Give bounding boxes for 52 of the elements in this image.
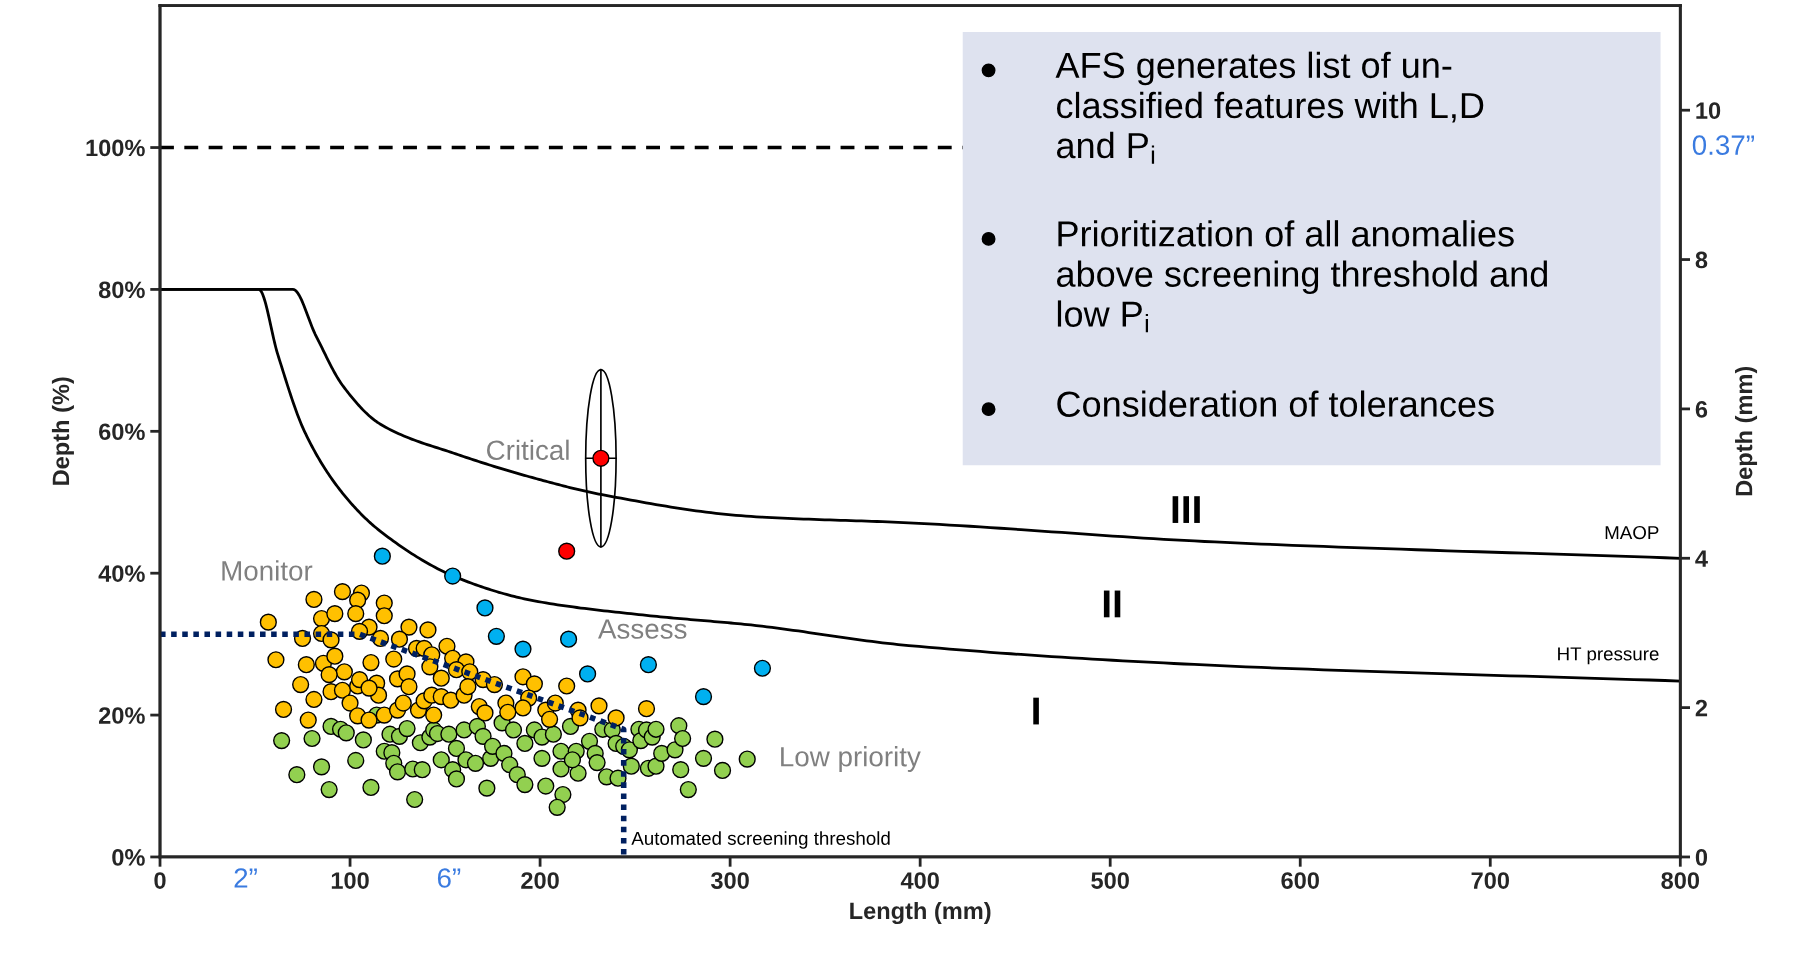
annotation: II: [1103, 590, 1121, 618]
annotation: Automated screening threshold: [631, 831, 890, 849]
y-axis-title: Depth (%): [51, 377, 74, 485]
y2-tick-label: 2: [1695, 699, 1708, 717]
text: 0.37”: [1692, 135, 1754, 155]
y2-tick-label: 8: [1695, 251, 1708, 269]
x-tick-label: 400: [900, 872, 939, 889]
point: [639, 656, 658, 674]
annotation: Monitor: [222, 560, 313, 581]
y2-tick-label: 4: [1695, 550, 1708, 567]
y2-axis-title: Depth (mm): [1735, 366, 1758, 496]
y-tick-label: 80%: [98, 281, 145, 299]
point: [514, 640, 532, 658]
point: [578, 665, 597, 683]
annotation: III: [1172, 496, 1200, 523]
x-tick-label: 500: [1091, 872, 1129, 889]
x-tick-label: 800: [1661, 872, 1700, 889]
annotation: MAOP: [1605, 525, 1659, 540]
annotation: Assess: [597, 619, 687, 639]
x-tick-label: 300: [710, 872, 749, 889]
annotation: AFS generates list of un- classified features with L,D and P$_{i}$: [1055, 51, 1484, 164]
y-tick-label: 20%: [98, 707, 145, 724]
annotation: I: [1033, 697, 1039, 725]
point: [373, 547, 391, 565]
point: [487, 627, 505, 645]
point: [753, 659, 772, 677]
annotation: Low priority: [781, 746, 921, 773]
x-tick-label: 0: [154, 872, 166, 889]
text: 6”: [437, 868, 461, 888]
point: [592, 449, 610, 467]
point: [444, 567, 462, 585]
x-axis-title: Length (mm): [850, 901, 991, 924]
point: [559, 630, 578, 648]
y2-tick-label: 10: [1696, 102, 1721, 119]
point: [558, 542, 576, 560]
annotation: Critical: [487, 439, 569, 461]
y-tick-label: 40%: [98, 565, 145, 582]
y-tick-label: 100%: [86, 139, 145, 157]
annotation: Consideration of tolerances: [1057, 390, 1494, 417]
point: [476, 599, 494, 617]
text: 2”: [234, 868, 257, 888]
x-tick-label: 200: [521, 872, 559, 889]
x-tick-label: 700: [1471, 872, 1509, 889]
annotation: Prioritization of all anomalies above screening threshold and low P$_{i}$: [1057, 220, 1547, 333]
x-tick-label: 600: [1281, 872, 1319, 889]
point: [694, 688, 713, 706]
y-tick-label: 60%: [99, 423, 145, 441]
annotation: HT pressure: [1558, 647, 1659, 665]
x-tick-label: 100: [331, 872, 369, 889]
y2-tick-label: 0: [1695, 849, 1708, 866]
y2-tick-label: 6: [1695, 400, 1708, 418]
y-tick-label: 0%: [112, 849, 145, 866]
